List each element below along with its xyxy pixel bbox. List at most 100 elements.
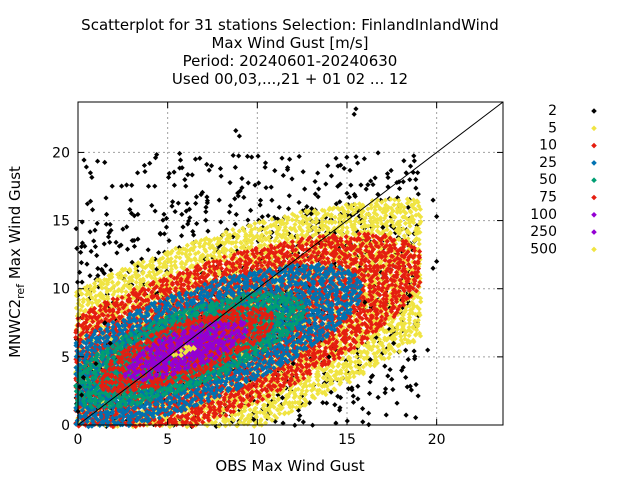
data-point <box>328 389 334 395</box>
data-point <box>233 211 239 218</box>
data-point <box>179 259 185 265</box>
data-point <box>191 232 197 238</box>
data-point <box>415 191 421 197</box>
data-point <box>150 262 156 269</box>
data-point <box>87 273 93 279</box>
data-point <box>149 202 155 209</box>
data-point <box>103 195 109 201</box>
data-point <box>83 164 89 170</box>
data-point <box>247 407 253 413</box>
data-point <box>386 326 392 332</box>
data-point <box>231 249 237 255</box>
data-point <box>187 251 193 257</box>
data-point <box>187 408 193 414</box>
data-point <box>175 269 181 276</box>
data-point <box>348 182 354 188</box>
data-point <box>296 153 302 160</box>
data-point <box>109 279 115 285</box>
data-point <box>82 286 88 292</box>
data-point <box>194 221 200 227</box>
data-point <box>403 347 409 353</box>
data-point <box>78 260 85 266</box>
data-point <box>169 301 175 307</box>
data-point <box>193 194 200 200</box>
data-point <box>135 211 141 217</box>
data-point <box>154 152 160 158</box>
data-point <box>227 180 233 186</box>
data-point <box>168 263 174 269</box>
data-point <box>290 289 297 295</box>
data-point <box>122 273 128 279</box>
data-point <box>321 370 328 377</box>
data-point <box>387 366 393 373</box>
data-point <box>333 155 339 161</box>
chart-title: Scatterplot for 31 stations Selection: F… <box>81 16 499 88</box>
data-point <box>322 214 329 221</box>
data-point <box>157 260 163 266</box>
data-point <box>104 294 111 300</box>
data-point <box>134 268 140 274</box>
data-point <box>412 353 418 360</box>
data-point <box>108 267 114 273</box>
data-point <box>315 253 321 259</box>
data-point <box>312 191 318 197</box>
data-point <box>81 157 87 163</box>
data-point <box>204 256 210 262</box>
data-point <box>411 158 417 164</box>
data-point <box>209 243 215 249</box>
data-point <box>78 291 84 297</box>
data-point <box>107 302 113 308</box>
data-point <box>101 241 107 247</box>
data-point <box>188 257 194 263</box>
data-point <box>195 249 201 256</box>
data-point <box>413 185 419 191</box>
data-point <box>184 242 190 248</box>
data-point <box>337 181 343 187</box>
data-point <box>189 172 195 178</box>
data-point <box>233 239 239 245</box>
data-point <box>168 269 174 275</box>
data-point <box>285 206 292 212</box>
data-point <box>84 283 90 289</box>
data-point <box>184 200 190 207</box>
data-point <box>238 239 244 246</box>
data-point <box>197 155 203 161</box>
data-point <box>212 246 218 252</box>
data-point <box>152 411 158 418</box>
data-point <box>360 419 366 425</box>
data-point <box>262 160 269 166</box>
data-point <box>149 275 155 281</box>
data-point <box>167 299 173 305</box>
data-point <box>135 312 141 318</box>
data-point <box>145 183 152 189</box>
data-point <box>192 156 199 162</box>
data-point <box>162 283 168 289</box>
data-point <box>141 409 147 415</box>
data-point <box>235 411 241 417</box>
data-point <box>391 330 397 336</box>
data-point <box>341 165 347 172</box>
data-point <box>99 285 105 291</box>
data-point <box>221 245 227 251</box>
data-point <box>105 288 111 294</box>
data-point <box>80 296 87 302</box>
data-point <box>262 164 268 170</box>
data-point <box>299 208 306 214</box>
data-point <box>408 387 415 393</box>
data-point <box>366 390 373 397</box>
data-point <box>200 252 206 258</box>
data-point <box>101 277 108 283</box>
data-point <box>203 209 209 215</box>
data-point <box>160 264 166 270</box>
data-point <box>146 272 153 278</box>
data-point <box>384 171 391 177</box>
data-point <box>370 181 376 188</box>
data-point <box>375 394 381 400</box>
data-point <box>114 272 121 278</box>
data-point <box>325 163 331 169</box>
data-point <box>180 224 186 230</box>
data-point <box>163 215 170 221</box>
data-point <box>413 415 419 421</box>
data-point <box>213 423 219 429</box>
data-point <box>275 216 281 222</box>
